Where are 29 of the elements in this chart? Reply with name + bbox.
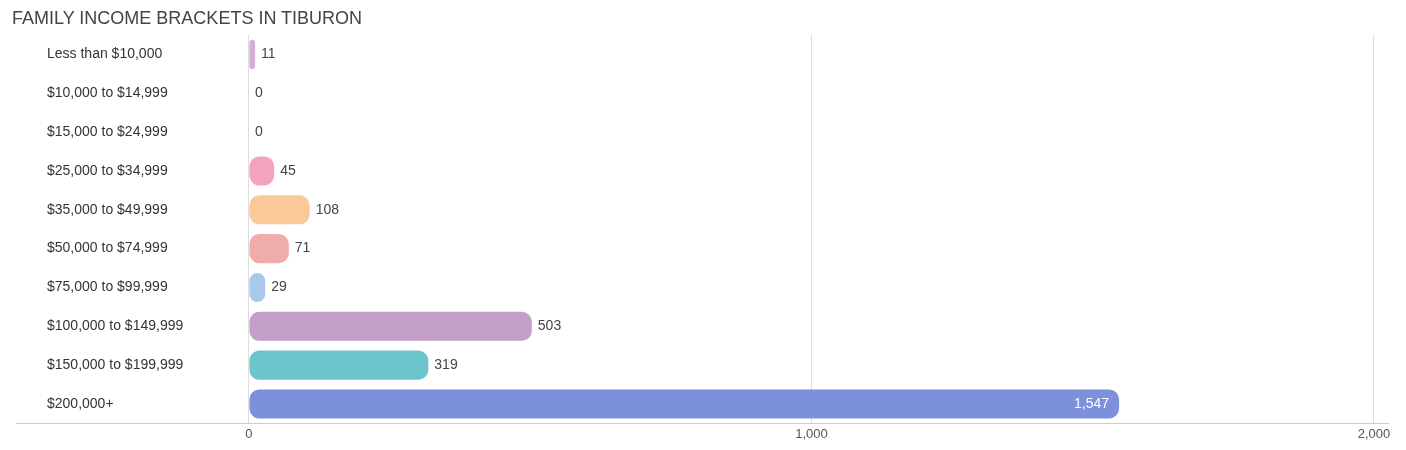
y-tick-label: $25,000 to $34,999 — [47, 161, 168, 178]
data-label: 71 — [294, 239, 311, 256]
data-label: 108 — [315, 200, 340, 217]
data-label: 11 — [261, 45, 276, 62]
data-label: 1,547 — [1074, 394, 1110, 411]
chart-title: FAMILY INCOME BRACKETS IN TIBURON — [12, 8, 364, 29]
bar — [249, 350, 429, 380]
y-tick-label: $15,000 to $24,999 — [47, 122, 168, 139]
x-tick-label: 0 — [245, 425, 253, 441]
bar — [249, 39, 256, 69]
data-label: 0 — [254, 122, 263, 139]
y-tick-label: $100,000 to $149,999 — [47, 317, 184, 334]
y-tick-label: $200,000+ — [47, 394, 114, 411]
y-tick-label: Less than $10,000 — [47, 45, 163, 62]
y-tick-label: $50,000 to $74,999 — [47, 239, 168, 256]
data-label: 319 — [434, 356, 458, 372]
y-tick-label: $10,000 to $14,999 — [47, 84, 168, 101]
y-tick-label: $35,000 to $49,999 — [47, 200, 168, 217]
data-label: 503 — [537, 317, 562, 334]
data-label: 29 — [271, 278, 287, 295]
bar — [249, 195, 310, 225]
bar — [249, 389, 1120, 419]
x-tick-label: 2,000 — [1357, 425, 1391, 441]
bar — [249, 311, 532, 341]
y-tick-label: $75,000 to $99,999 — [47, 278, 168, 295]
data-label: 45 — [280, 161, 296, 178]
data-label: 0 — [254, 84, 263, 101]
y-tick-label: $150,000 to $199,999 — [47, 356, 184, 372]
x-tick-label: 1,000 — [795, 425, 828, 441]
